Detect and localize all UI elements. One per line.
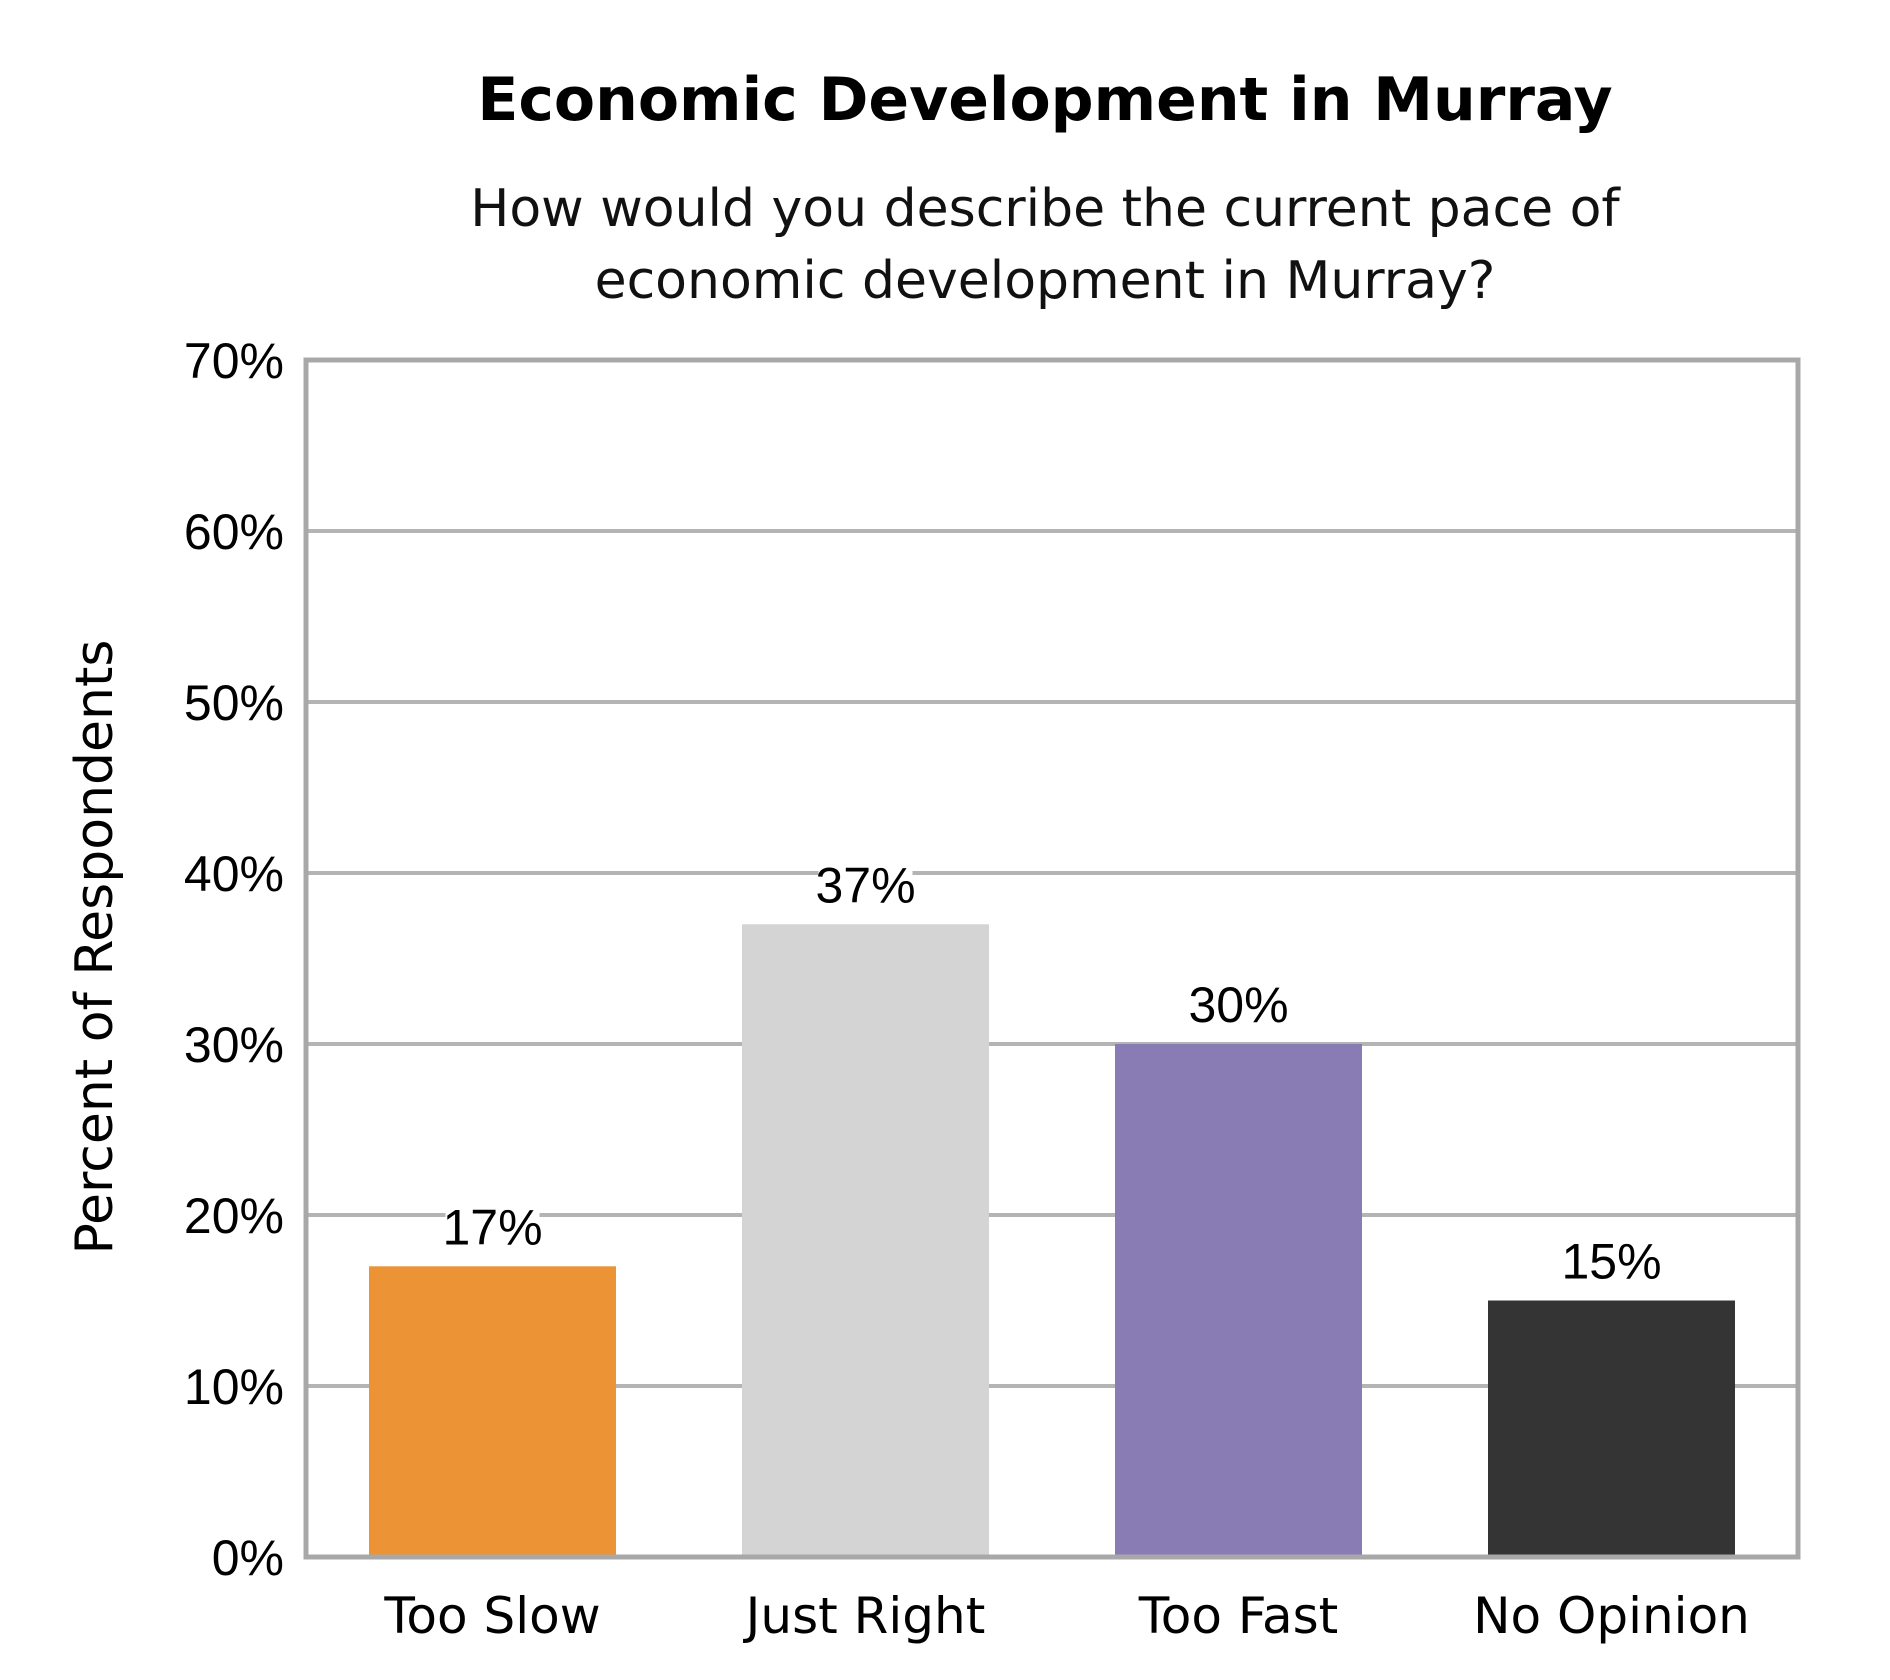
x-tick-label: No Opinion [1473,1587,1750,1645]
x-tick-label: Too Slow [383,1587,600,1645]
y-tick-label: 20% [184,1188,284,1244]
y-tick-label: 0% [212,1530,284,1586]
y-tick-label: 30% [184,1017,284,1073]
y-axis-label: Percent of Respondents [65,640,125,1255]
plot-area-frame [303,357,1801,1560]
bar [1115,1044,1362,1557]
chart-title: Economic Development in Murray [477,65,1612,135]
chart-subtitle-line-1: How would you describe the current pace … [470,179,1621,239]
y-tick-label: 70% [184,333,284,389]
x-tick-label: Too Fast [1138,1587,1339,1645]
bar [1488,1300,1735,1557]
y-tick-label: 40% [184,846,284,902]
y-axis-tick-labels: 0% 10% 20% 30% 40% 50% 60% 70% [184,333,284,1586]
data-label: 30% [1188,977,1288,1033]
y-tick-label: 60% [184,504,284,560]
chart-subtitle-line-2: economic development in Murray? [595,251,1496,311]
data-label-background [1564,1234,1659,1291]
data-label-background [1191,978,1286,1034]
data-label: 17% [442,1199,542,1255]
x-tick-label: Just Right [743,1587,986,1645]
data-labels: 17% 37% 30% 15% [442,857,1662,1291]
y-tick-label: 50% [184,675,284,731]
data-label-background [818,858,913,915]
data-label-background [445,1200,540,1257]
y-tick-label: 10% [184,1359,284,1415]
data-label: 15% [1561,1234,1661,1290]
bar [369,1266,616,1557]
data-label: 37% [815,857,915,913]
x-axis-tick-labels: Too Slow Just Right Too Fast No Opinion [383,1587,1749,1645]
bars [369,924,1735,1557]
bar [742,924,989,1557]
